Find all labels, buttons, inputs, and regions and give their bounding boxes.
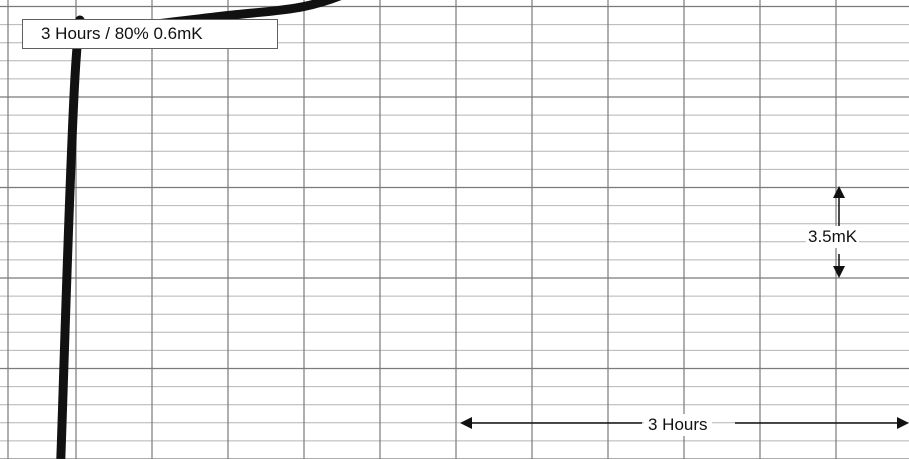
scale-label: 3.5mK bbox=[806, 226, 860, 248]
minor-grid bbox=[0, 24, 909, 442]
chart-title-box: 3 Hours / 80% 0.6mK bbox=[22, 19, 278, 49]
time-label: 3 Hours bbox=[644, 414, 712, 436]
scale-arrow bbox=[833, 186, 845, 278]
time-arrow bbox=[460, 417, 909, 429]
series-line bbox=[56, 0, 342, 459]
